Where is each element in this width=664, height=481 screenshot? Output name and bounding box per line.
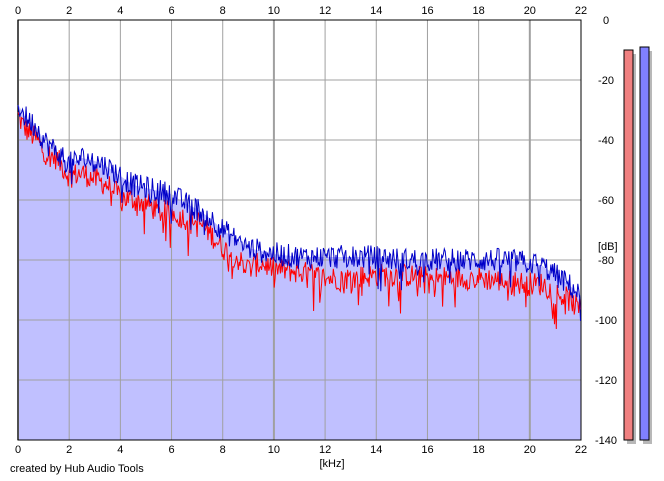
level-meters xyxy=(623,46,652,444)
x-tick-label-bottom: 0 xyxy=(15,444,21,456)
x-axis-top-labels: 0 2 4 6 8 10 12 14 16 18 20 22 xyxy=(15,5,587,17)
y-tick-label: -80 xyxy=(598,255,614,267)
x-tick-label-top: 6 xyxy=(168,5,174,17)
x-tick-label-bottom: 4 xyxy=(117,444,123,456)
x-tick-label-top: 14 xyxy=(370,5,382,17)
y-tick-label: -60 xyxy=(598,195,614,207)
x-tick-label-bottom: 10 xyxy=(268,444,280,456)
x-tick-label-bottom: 6 xyxy=(168,444,174,456)
y-tick-label: -120 xyxy=(595,375,617,387)
x-tick-label-bottom: 8 xyxy=(220,444,226,456)
level-meter-1 xyxy=(623,49,634,441)
credit-text: created by Hub Audio Tools xyxy=(10,463,144,475)
series-layer xyxy=(17,104,581,330)
x-tick-label-bottom: 2 xyxy=(66,444,72,456)
x-axis-label: [kHz] xyxy=(319,458,344,470)
plot-frame xyxy=(17,19,582,441)
spectrum-area xyxy=(18,104,581,440)
x-tick-label-top: 10 xyxy=(268,5,280,17)
grid-layer xyxy=(17,19,582,441)
x-tick-label-bottom: 22 xyxy=(575,444,587,456)
x-tick-label-bottom: 18 xyxy=(473,444,485,456)
x-tick-label-top: 22 xyxy=(575,5,587,17)
x-tick-label-top: 20 xyxy=(524,5,536,17)
spectrum-area-layer xyxy=(18,104,581,440)
x-tick-label-bottom: 12 xyxy=(319,444,331,456)
y-tick-label: -40 xyxy=(598,135,614,147)
x-tick-label-bottom: 20 xyxy=(524,444,536,456)
x-tick-label-top: 16 xyxy=(421,5,433,17)
x-tick-label-top: 8 xyxy=(220,5,226,17)
y-tick-label: 0 xyxy=(603,15,609,27)
x-tick-label-bottom: 16 xyxy=(421,444,433,456)
y-tick-label: -140 xyxy=(595,435,617,447)
x-axis-bottom-labels: 0 2 4 6 8 10 12 14 16 18 20 22 xyxy=(15,444,587,456)
x-tick-label-top: 2 xyxy=(66,5,72,17)
x-tick-label-top: 18 xyxy=(473,5,485,17)
y-tick-label: -100 xyxy=(595,315,617,327)
series-line-2 xyxy=(17,104,581,321)
series-line-1 xyxy=(17,112,581,330)
y-axis-labels: 0 -20 -40 -60 -80 -100 -120 -140 xyxy=(595,15,617,447)
level-meter-2 xyxy=(639,46,650,441)
x-tick-label-top: 0 xyxy=(15,5,21,17)
x-tick-label-bottom: 14 xyxy=(370,444,382,456)
x-tick-label-top: 4 xyxy=(117,5,123,17)
x-tick-label-top: 12 xyxy=(319,5,331,17)
y-axis-label: [dB] xyxy=(598,241,618,253)
y-tick-label: -20 xyxy=(598,75,614,87)
